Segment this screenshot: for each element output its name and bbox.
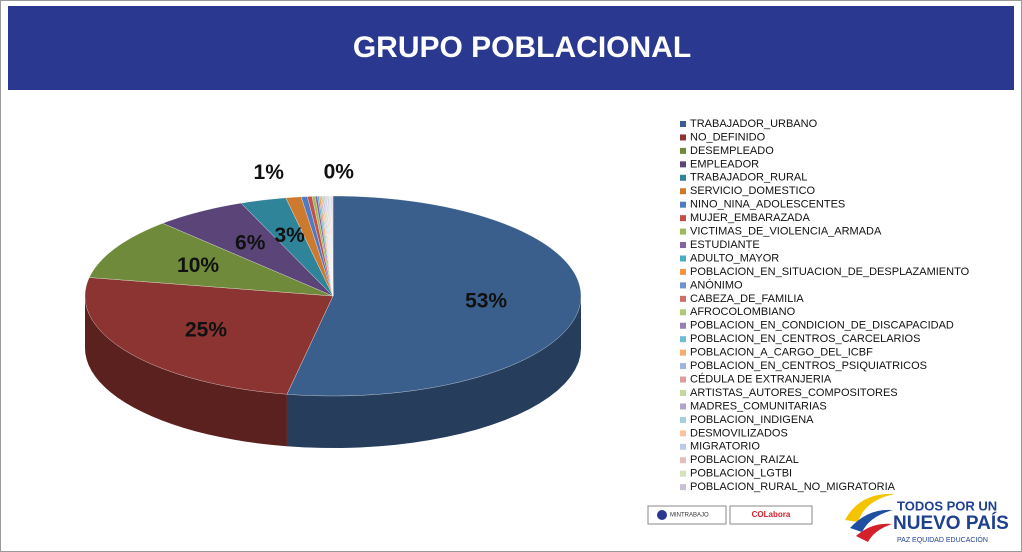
legend-swatch [680, 443, 686, 450]
legend-label: POBLACION_RAIZAL [690, 454, 799, 466]
logo-text: NUEVO PAÍS [893, 512, 1009, 534]
slice [332, 195, 334, 297]
legend-swatch [680, 134, 686, 141]
legend-label: POBLACION_INDIGENA [690, 414, 814, 426]
legend-swatch [680, 430, 686, 437]
legend-swatch [680, 403, 686, 410]
slice-side-shade [85, 296, 287, 447]
legend-label: POBLACION_A_CARGO_DEL_ICBF [690, 347, 873, 359]
legend-swatch [680, 255, 686, 262]
data-label: 1% [254, 161, 285, 184]
data-label: 53% [465, 289, 507, 312]
legend-swatch [680, 349, 686, 356]
legend-label: POBLACION_LGTBI [690, 468, 792, 480]
legend-swatch [680, 268, 686, 275]
legend-swatch [680, 390, 686, 396]
legend-label: TRABAJADOR_RURAL [690, 172, 807, 184]
legend-swatch [680, 174, 686, 181]
slice [89, 223, 334, 297]
legend-swatch [680, 228, 686, 235]
data-label: 25% [185, 319, 227, 342]
header-bar [8, 6, 1014, 90]
slice [162, 202, 334, 297]
legend-swatch [680, 147, 686, 154]
legend-swatch [680, 484, 686, 491]
legend-label: POBLACION_EN_CENTROS_PSIQUIATRICOS [690, 360, 927, 372]
legend-swatch [680, 242, 686, 249]
legend-swatch [680, 309, 686, 316]
slice [286, 195, 582, 397]
logo-swoosh [850, 509, 893, 532]
data-label: 3% [274, 224, 305, 247]
slice-side [286, 296, 581, 448]
data-label: 10% [177, 254, 219, 277]
data-label: 0% [324, 160, 355, 183]
logo-text: TODOS POR UN [897, 498, 997, 513]
logo-swoosh [856, 523, 892, 542]
legend-swatch [680, 161, 686, 168]
legend-swatch [680, 457, 686, 464]
slice-side-shade [286, 296, 581, 448]
legend-swatch [680, 416, 686, 423]
legend-label: POBLACION_EN_CENTROS_CARCELARIOS [690, 333, 920, 345]
legend-swatch [680, 282, 686, 289]
legend-label: ANÓNIMO [690, 278, 743, 291]
legend-label: DESMOVILIZADOS [690, 427, 788, 439]
logo-text: MINTRABAJO [670, 513, 709, 519]
logo-text: COLabora [752, 510, 791, 519]
legend-label: CABEZA_DE_FAMILIA [690, 293, 804, 305]
legend-label: MIGRATORIO [690, 441, 760, 453]
legend-label: NO_DEFINIDO [690, 131, 766, 143]
legend-label: ADULTO_MAYOR [690, 252, 779, 264]
legend-label: ARTISTAS_AUTORES_COMPOSITORES [690, 387, 898, 399]
legend-label: TRABAJADOR_URBANO [690, 118, 818, 130]
legend-label: POBLACION_RURAL_NO_MIGRATORIA [690, 481, 896, 493]
legend-label: VICTIMAS_DE_VIOLENCIA_ARMADA [690, 226, 882, 238]
legend-label: POBLACION_EN_CONDICION_DE_DISCAPACIDAD [690, 320, 954, 332]
slice-side [85, 296, 287, 447]
slice [240, 197, 334, 297]
logo-box [729, 505, 813, 525]
legend-swatch [680, 188, 686, 195]
legend-label: SERVICIO_DOMESTICO [690, 185, 816, 197]
logo-strip: MINTRABAJO COLabora TODOS POR UN NUEVO P… [647, 493, 1009, 544]
legend-label: DESEMPLEADO [690, 145, 774, 157]
legend-label: MADRES_COMUNITARIAS [690, 400, 827, 412]
logo-box [647, 505, 727, 525]
legend-swatch [680, 322, 686, 329]
legend-swatch [680, 201, 686, 208]
logo-seal [657, 510, 667, 520]
legend-swatch [680, 121, 686, 127]
legend-swatch [680, 470, 686, 477]
legend-label: AFROCOLOMBIANO [690, 306, 796, 318]
legend-label: MUJER_EMBARAZADA [690, 212, 810, 224]
legend-label: CÉDULA DE EXTRANJERIA [690, 372, 832, 385]
chart-title: GRUPO POBLACIONAL [353, 31, 691, 64]
data-label: 6% [235, 231, 266, 254]
logo-text: PAZ EQUIDAD EDUCACIÓN [897, 535, 988, 544]
legend-swatch [680, 376, 686, 383]
legend-label: ESTUDIANTE [690, 239, 760, 251]
legend-label: NINO_NINA_ADOLESCENTES [690, 199, 845, 211]
logo-swoosh [845, 493, 895, 522]
legend-label: EMPLEADOR [690, 158, 759, 170]
slice [84, 277, 334, 395]
legend-label: POBLACION_EN_SITUACION_DE_DESPLAZAMIENTO [690, 266, 970, 278]
legend-swatch [680, 336, 686, 343]
legend-swatch [680, 215, 686, 222]
legend-swatch [680, 363, 686, 370]
legend-swatch [680, 295, 686, 302]
